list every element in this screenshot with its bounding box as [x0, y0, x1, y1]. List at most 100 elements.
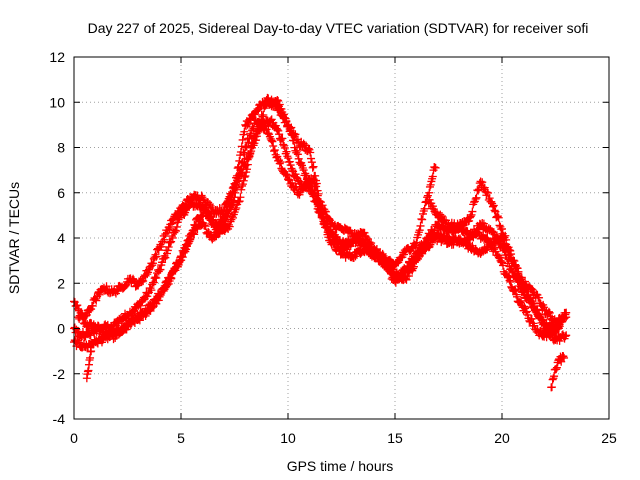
data-point: [165, 224, 174, 233]
data-point: [237, 185, 246, 194]
data-point: [241, 172, 250, 181]
data-point: [264, 129, 273, 138]
data-point: [292, 148, 301, 157]
data-point: [282, 147, 291, 156]
data-point: [550, 372, 559, 381]
data-point: [327, 230, 336, 239]
data-point: [173, 262, 182, 271]
data-point: [73, 301, 82, 310]
data-point: [88, 301, 97, 310]
data-point: [420, 204, 429, 213]
data-point: [428, 172, 437, 181]
data-point: [306, 148, 315, 157]
data-point: [284, 154, 293, 163]
y-tick-label: -4: [53, 411, 66, 427]
data-point: [239, 176, 248, 185]
data-point: [148, 261, 157, 270]
data-point: [233, 197, 242, 206]
data-point: [258, 112, 267, 121]
data-point: [520, 302, 529, 311]
data-point: [278, 134, 287, 143]
data-point: [495, 221, 504, 230]
data-point: [154, 267, 163, 276]
data-point: [472, 193, 481, 202]
data-point: [167, 219, 176, 228]
data-point: [239, 148, 248, 157]
data-point: [312, 186, 321, 195]
data-point: [490, 206, 499, 215]
data-point: [285, 125, 294, 134]
data-point: [284, 175, 292, 184]
data-point: [528, 285, 537, 294]
data-point: [547, 383, 556, 392]
data-point: [174, 260, 183, 269]
data-point: [270, 147, 279, 156]
data-point: [172, 227, 181, 236]
data-point: [189, 225, 198, 234]
data-point: [288, 166, 297, 175]
x-tick-label: 10: [280, 430, 296, 446]
x-tick-label: 5: [177, 430, 185, 446]
data-point: [86, 331, 95, 340]
data-point: [235, 197, 244, 206]
data-point: [559, 315, 568, 324]
x-tick-label: 15: [387, 430, 403, 446]
data-point: [175, 257, 184, 266]
data-point: [181, 202, 190, 211]
data-point: [410, 255, 419, 264]
data-point: [85, 356, 94, 365]
data-point: [232, 204, 241, 213]
data-point: [498, 261, 507, 270]
data-point: [247, 126, 256, 135]
y-tick-label: 2: [57, 275, 65, 291]
data-point: [478, 218, 487, 227]
data-point: [185, 237, 194, 246]
data-point: [259, 111, 268, 120]
data-point: [74, 328, 83, 337]
data-point: [504, 272, 513, 281]
data-point: [165, 238, 174, 247]
data-point: [527, 314, 536, 323]
y-tick-label: 0: [57, 321, 65, 337]
data-point: [489, 245, 498, 254]
data-points: [70, 93, 571, 392]
data-point: [325, 214, 334, 223]
data-point: [510, 285, 519, 294]
data-point: [418, 215, 427, 224]
chart-title: Day 227 of 2025, Sidereal Day-to-day VTE…: [88, 20, 589, 36]
data-point: [560, 314, 569, 323]
data-point: [269, 141, 278, 150]
data-point: [83, 370, 92, 379]
data-point: [168, 233, 177, 242]
data-point: [494, 213, 503, 222]
data-point: [480, 183, 489, 192]
data-point: [561, 310, 570, 319]
data-point: [143, 270, 152, 279]
data-point: [308, 175, 317, 184]
data-point: [509, 256, 518, 265]
data-point: [191, 221, 200, 230]
data-point: [479, 219, 488, 228]
data-point: [304, 144, 313, 153]
data-point: [400, 250, 409, 259]
data-point: [142, 288, 151, 297]
data-point: [276, 136, 285, 145]
data-point: [280, 113, 289, 122]
ticks: 0 5 10 15 20 25 -4 -2 0 2 4 6 8 10 12: [49, 49, 617, 446]
data-point: [351, 252, 360, 261]
data-point: [181, 200, 190, 209]
data-point: [494, 251, 503, 260]
data-point: [245, 152, 254, 161]
data-point: [517, 296, 526, 305]
data-point: [144, 268, 153, 277]
data-point: [274, 156, 283, 165]
data-point: [398, 270, 407, 279]
data-point: [285, 157, 294, 166]
data-point: [201, 222, 210, 231]
data-point: [507, 266, 516, 275]
data-point: [172, 222, 181, 231]
data-point: [286, 124, 295, 133]
data-point: [559, 352, 568, 361]
data-point: [247, 147, 256, 156]
data-point: [539, 320, 548, 329]
